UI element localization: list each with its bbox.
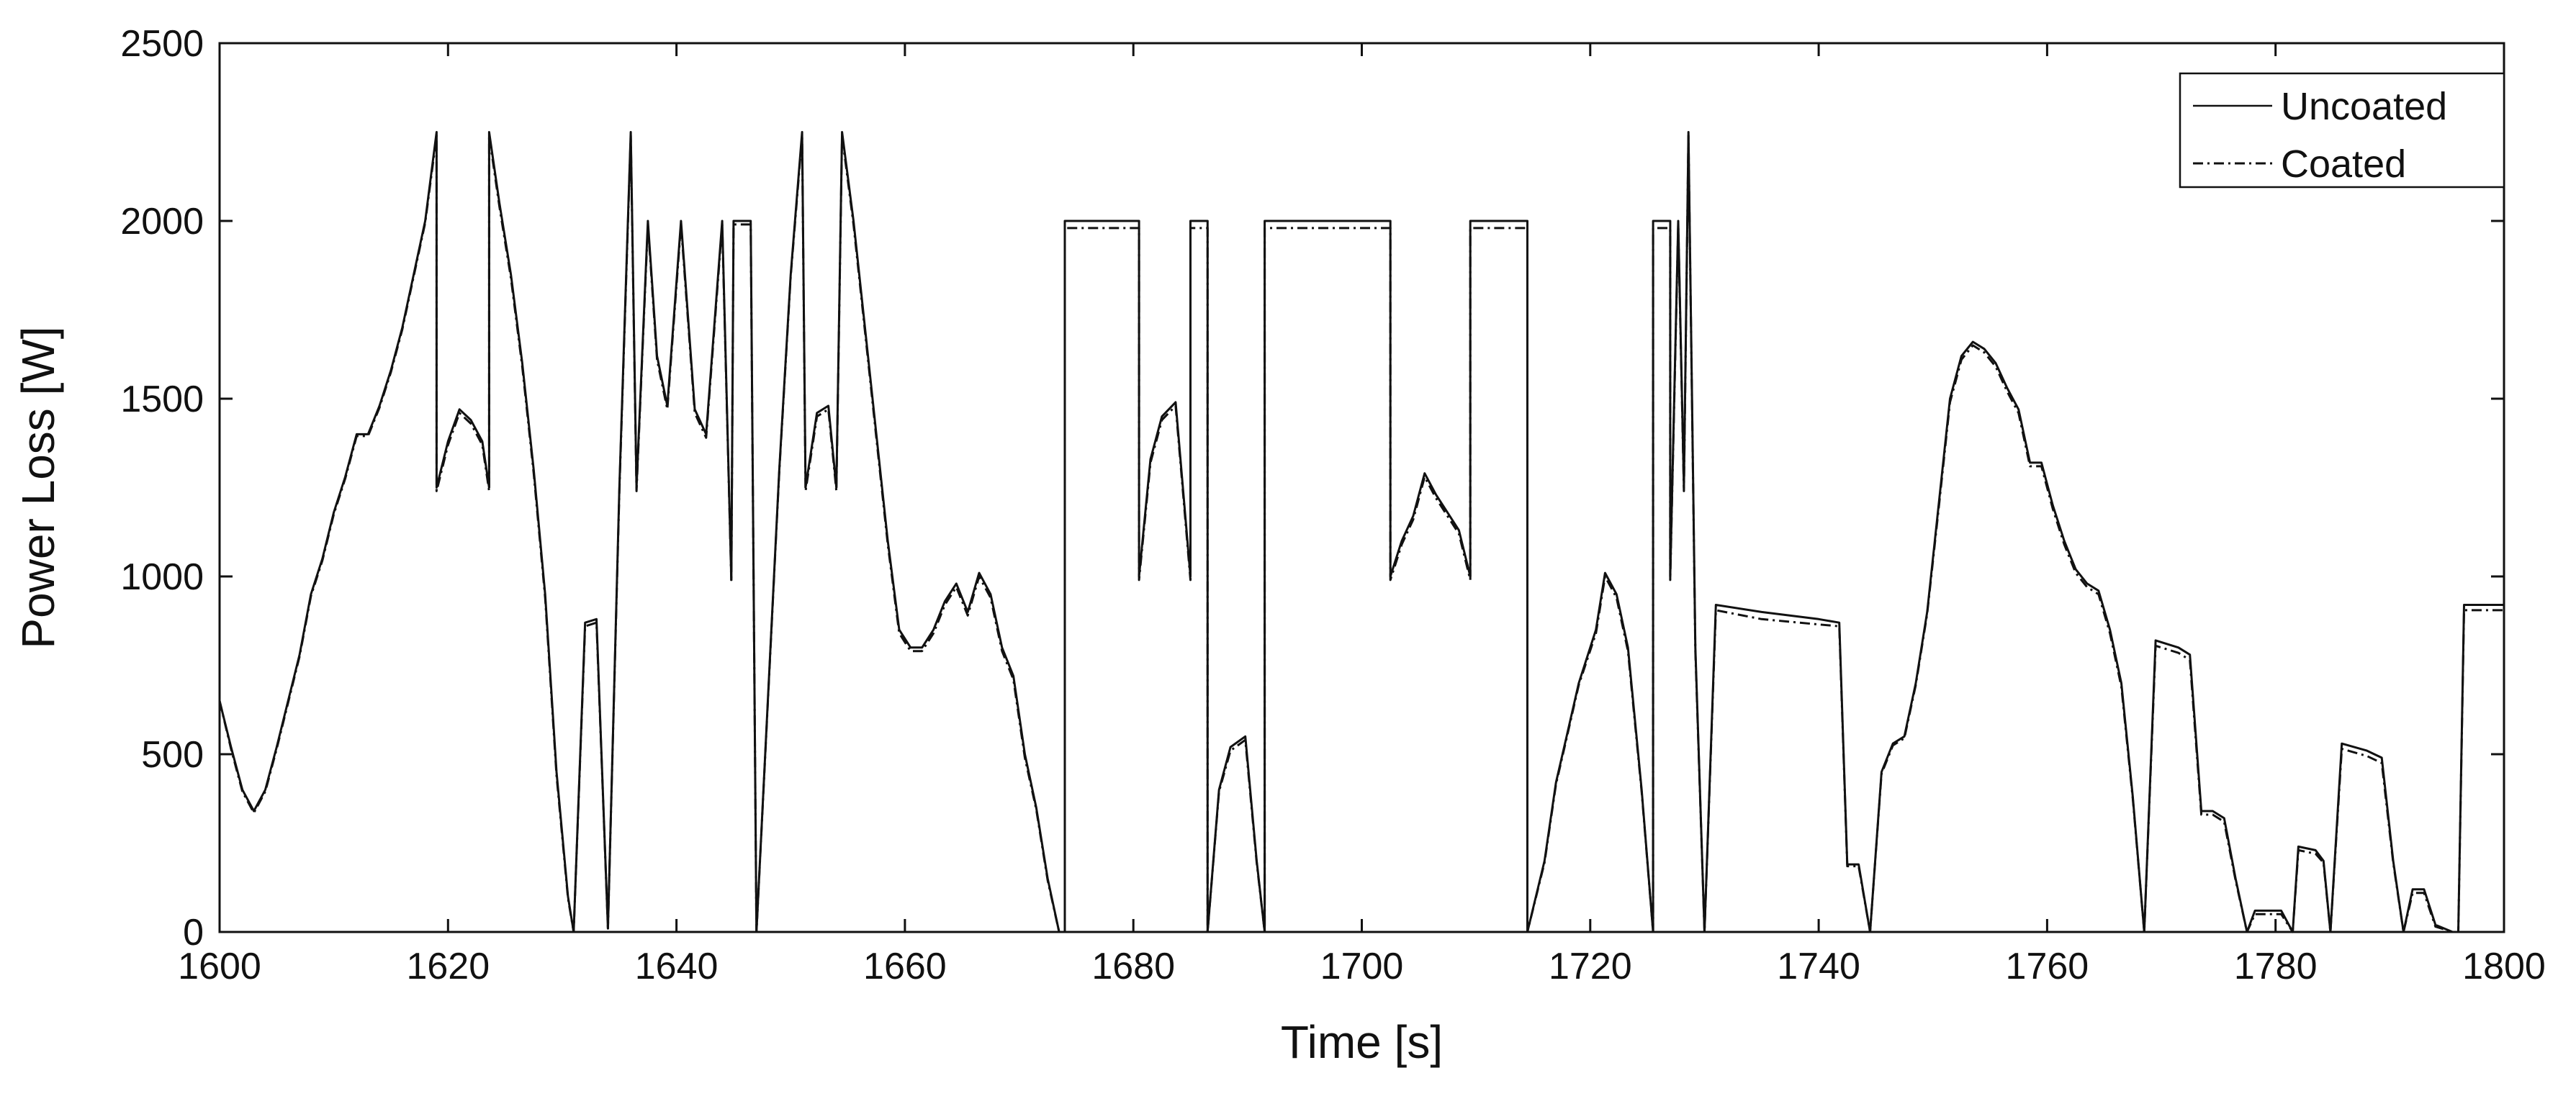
x-tick-label: 1740 [1777, 946, 1860, 987]
y-tick-label: 0 [183, 912, 204, 954]
y-axis-title: Power Loss [W] [12, 326, 64, 648]
x-tick-label: 1700 [1320, 946, 1404, 987]
x-tick-label: 1720 [1549, 946, 1632, 987]
x-tick-label: 1660 [863, 946, 947, 987]
axis-ticks [218, 42, 2505, 933]
x-tick-label: 1600 [178, 946, 261, 987]
legend-label-uncoated: Uncoated [2281, 85, 2447, 128]
x-tick-label: 1620 [406, 946, 490, 987]
legend-label-coated: Coated [2281, 142, 2406, 186]
legend: Uncoated Coated [2179, 72, 2505, 189]
plot-lines [218, 131, 2504, 933]
tick-labels: 1600 1620 1640 1660 1680 1700 1720 1740 1760 1780… [120, 23, 2546, 987]
y-tick-label: 2500 [120, 23, 204, 65]
y-tick-label: 2000 [120, 201, 204, 243]
x-tick-label: 1640 [635, 946, 719, 987]
series-line-coated [218, 134, 2504, 933]
legend-box [2179, 72, 2505, 189]
x-tick-label: 1760 [2006, 946, 2089, 987]
y-tick-label: 1500 [120, 379, 204, 420]
x-tick-label: 1800 [2462, 946, 2546, 987]
y-tick-label: 500 [141, 734, 204, 776]
y-tick-label: 1000 [120, 556, 204, 598]
x-tick-label: 1780 [2234, 946, 2318, 987]
x-tick-label: 1680 [1091, 946, 1175, 987]
x-axis-title: Time [s] [1281, 1016, 1443, 1068]
